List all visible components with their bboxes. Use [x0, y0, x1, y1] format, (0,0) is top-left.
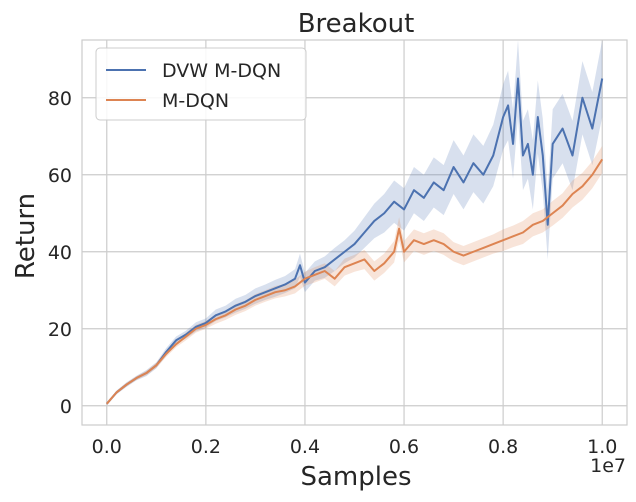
y-axis-label: Return — [11, 193, 41, 279]
series-line-1 — [106, 158, 604, 405]
x-tick-label: 0.6 — [389, 436, 419, 458]
legend: DVW M-DQN M-DQN — [95, 47, 307, 121]
x-tick-label: 0.4 — [290, 436, 320, 458]
x-axis-label: Samples — [300, 462, 411, 492]
x-tick-label: 1.0 — [587, 436, 617, 458]
y-tick-label: 0 — [60, 396, 72, 418]
x-tick-label: 0.0 — [92, 436, 122, 458]
legend-label: M-DQN — [162, 90, 229, 112]
confidence-band-0 — [106, 40, 603, 405]
x-axis-exponent: 1e7 — [590, 455, 626, 477]
confidence-bands — [106, 40, 603, 405]
series-lines — [106, 77, 604, 405]
x-axis-ticks: 0.0 0.2 0.4 0.6 0.8 1.0 — [92, 436, 618, 458]
x-tick-label: 0.2 — [191, 436, 221, 458]
y-tick-label: 80 — [48, 88, 72, 110]
plot-frame — [81, 39, 628, 426]
legend-box — [95, 47, 307, 121]
y-axis-ticks: 0 20 40 60 80 — [48, 88, 72, 418]
legend-label: DVW M-DQN — [162, 60, 281, 82]
y-tick-label: 60 — [48, 165, 72, 187]
x-tick-label: 0.8 — [488, 436, 518, 458]
y-tick-label: 40 — [48, 242, 72, 264]
chart-title: Breakout — [298, 9, 415, 39]
series-line-0 — [106, 77, 604, 405]
y-tick-label: 20 — [48, 319, 72, 341]
